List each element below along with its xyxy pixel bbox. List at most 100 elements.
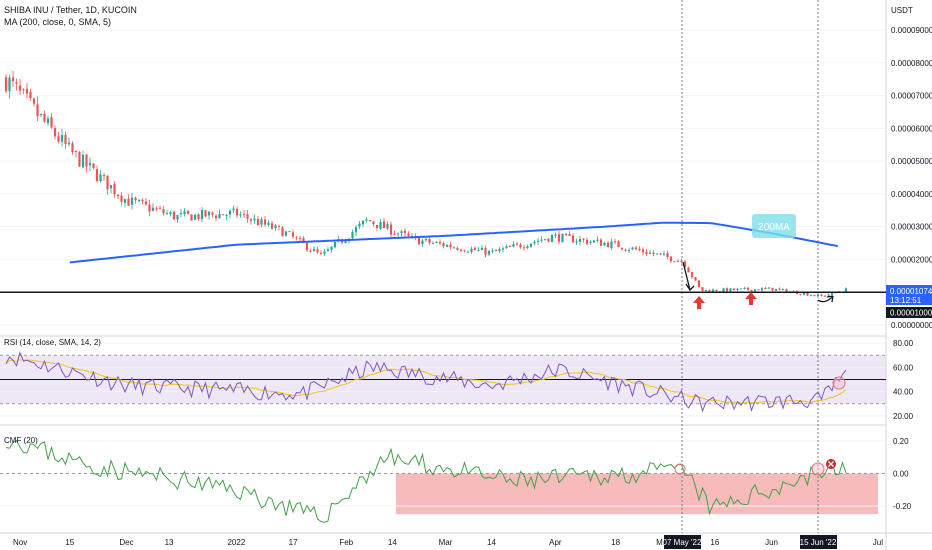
candle-body-32 (116, 194, 120, 197)
time-label-1: 15 (65, 538, 74, 547)
candle-body-142 (501, 248, 505, 250)
candle-body-15 (57, 136, 60, 142)
candle-body-49 (176, 215, 179, 220)
candle-body-200 (704, 290, 708, 292)
candle-body-114 (403, 230, 407, 234)
candle-body-100 (354, 227, 358, 233)
support-price-value: 0.00001000 (890, 309, 932, 318)
candle-body-75 (267, 222, 270, 225)
candle-body-177 (624, 249, 627, 251)
candle-body-104 (368, 220, 372, 222)
candle-body-60 (214, 215, 218, 219)
candle-body-216 (760, 288, 764, 291)
candle-body-155 (547, 238, 550, 242)
price-tick-1: 0.00008000 (891, 59, 932, 68)
candle-body-63 (225, 215, 228, 217)
candle-body-30 (109, 185, 113, 189)
candle-body-138 (487, 250, 491, 255)
candle-body-188 (662, 253, 666, 255)
candle-body-78 (277, 225, 281, 227)
bar-countdown: 13:12:51 (890, 296, 922, 305)
candle-body-221 (778, 288, 781, 290)
candle-body-135 (477, 249, 480, 251)
candle-body-160 (564, 233, 568, 235)
candle-body-68 (242, 213, 246, 215)
candle-body-144 (508, 246, 512, 248)
candle-body-164 (578, 239, 582, 242)
candle-body-162 (571, 235, 575, 243)
candle-body-77 (274, 225, 277, 229)
cmf-tick-0: 0.20 (893, 437, 909, 446)
cmf-line (5, 439, 847, 523)
candle-body-72 (256, 219, 260, 226)
candle-body-89 (316, 249, 319, 253)
candle-body-173 (610, 241, 613, 248)
price-tick-5: 0.00004000 (891, 190, 932, 199)
time-highlight-1[interactable]: 07 May '22 (663, 535, 702, 549)
time-label-6: Feb (339, 538, 353, 547)
candle-body-93 (330, 246, 333, 250)
cmf-circle-1 (674, 463, 686, 475)
candle-body-240 (844, 288, 848, 292)
rsi-tick-3: 20.00 (893, 412, 914, 421)
candle-body-146 (515, 243, 519, 245)
candle-body-81 (288, 231, 291, 233)
candle-body-16 (60, 135, 64, 142)
candle-body-14 (53, 128, 57, 137)
candle-body-120 (424, 238, 428, 241)
support-price-tag[interactable]: 0.00001000 (886, 307, 932, 318)
candle-body-19 (71, 143, 74, 153)
last-price-value: 0.00001074 (890, 287, 932, 296)
candle-body-33 (120, 195, 123, 202)
time-highlight-2[interactable]: 15 Jun '22 (800, 535, 837, 549)
candle-body-82 (291, 232, 295, 237)
candle-body-170 (599, 239, 603, 246)
candle-body-137 (484, 248, 487, 255)
candle-body-145 (512, 244, 515, 247)
price-tick-0: 0.00009000 (891, 26, 932, 35)
candle-body-215 (757, 289, 760, 291)
candle-body-148 (522, 247, 526, 249)
candle-body-213 (750, 289, 753, 292)
time-label-14: Jun (765, 538, 778, 547)
candle-body-45 (162, 209, 165, 214)
candle-body-158 (557, 234, 561, 242)
candle-body-199 (701, 287, 704, 291)
cmf-axis-ticks: 0.20 0.00 -0.20 (893, 437, 912, 511)
candle-body-202 (711, 289, 715, 292)
price-tick-4: 0.00005000 (891, 157, 932, 166)
candle-body-39 (141, 199, 144, 202)
candle-body-84 (298, 237, 302, 239)
candle-body-167 (589, 241, 592, 244)
candle-body-35 (127, 198, 130, 206)
time-axis-labels: Nov 15 Dec 13 2022 17 Feb 14 Mar 14 Apr 18 Ma 16 Jun Ju… (13, 538, 883, 547)
candle-body-165 (582, 238, 585, 240)
candle-body-118 (417, 237, 421, 245)
candle-body-151 (533, 241, 536, 244)
zooma-annotation[interactable]: 200MA (752, 214, 796, 238)
candle-body-41 (148, 204, 151, 212)
red-up-arrow-icon-1 (693, 296, 705, 309)
candle-body-132 (466, 251, 470, 253)
candle-body-210 (739, 288, 743, 290)
candle-body-8 (32, 98, 36, 104)
candle-body-196 (690, 272, 694, 278)
last-price-tag-bg (886, 285, 932, 305)
candle-body-121 (428, 239, 431, 243)
candle-body-139 (491, 250, 494, 252)
candle-body-217 (764, 288, 767, 290)
price-tick-6: 0.00003000 (891, 223, 932, 232)
time-label-15: Jul (873, 538, 883, 547)
time-label-0: Nov (13, 538, 27, 547)
candle-body-140 (494, 250, 498, 252)
time-label-7: 14 (388, 538, 397, 547)
candle-body-112 (396, 233, 400, 235)
candle-body-179 (631, 247, 634, 250)
candle-body-18 (67, 142, 71, 145)
candle-body-168 (592, 240, 596, 243)
candle-body-73 (260, 219, 263, 225)
time-label-3: 13 (165, 538, 174, 547)
time-label-12: Ma (656, 538, 668, 547)
last-price-tag[interactable]: 0.00001074 13:12:51 (886, 285, 932, 305)
